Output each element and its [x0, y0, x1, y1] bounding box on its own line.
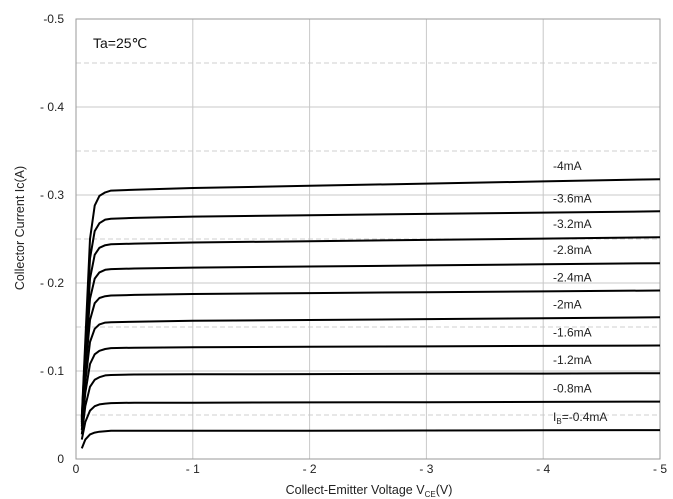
x-tick-label-2: - 2 — [303, 462, 317, 476]
x-axis-title-unit: (V) — [436, 483, 453, 497]
y-tick-label-3: - 0.3 — [40, 188, 64, 202]
curve-label-2: -1.2mA — [553, 353, 592, 367]
curve-2 — [80, 372, 661, 435]
curve-3 — [80, 344, 661, 431]
curve-label-1: -0.8mA — [553, 382, 592, 396]
curve-6 — [80, 262, 661, 423]
curve-label-3: -1.6mA — [553, 325, 592, 339]
x-tick-label-5: - 5 — [653, 462, 667, 476]
curve-label-6: -2.8mA — [553, 243, 592, 257]
curve-0 — [80, 429, 661, 449]
curve-label-5: -2.4mA — [553, 270, 592, 284]
x-tick-label-0: 0 — [73, 462, 80, 476]
y-tick-label-0: 0 — [57, 452, 64, 466]
curve-label-8: -3.6mA — [553, 191, 592, 205]
x-axis-title-subscript: CE — [425, 490, 436, 499]
temperature-annotation: Ta=25℃ — [93, 35, 147, 51]
curve-label-4: -2mA — [553, 297, 582, 311]
x-tick-label-4: - 4 — [536, 462, 550, 476]
y-axis-ticks: 0 - 0.1 - 0.2 - 0.3 - 0.4 -0.5 — [40, 12, 64, 466]
curve-label-9: -4mA — [553, 159, 582, 173]
y-axis-title: Collector Current Ic(A) — [13, 166, 27, 290]
curve-label-0: IB=-0.4mA — [553, 410, 607, 426]
x-axis-title-main: Collect-Emitter Voltage V — [286, 483, 426, 497]
curve-5 — [80, 289, 661, 424]
curve-9 — [80, 178, 661, 417]
y-tick-label-4: - 0.4 — [40, 100, 64, 114]
curve-7 — [80, 236, 661, 421]
x-axis-ticks: 0 - 1 - 2 - 3 - 4 - 5 — [73, 462, 668, 476]
x-axis-title: Collect-Emitter Voltage VCE(V) — [286, 483, 453, 499]
y-tick-label-5: -0.5 — [43, 12, 64, 26]
characteristic-curves — [80, 178, 661, 449]
curve-labels: IB=-0.4mA -0.8mA -1.2mA -1.6mA -2mA -2.4mA -2.… — [553, 159, 607, 426]
x-tick-label-3: - 3 — [419, 462, 433, 476]
curve-label-7: -3.2mA — [553, 217, 592, 231]
x-tick-label-1: - 1 — [186, 462, 200, 476]
minor-gridlines — [76, 62, 660, 416]
plot-area-frame — [75, 18, 661, 460]
y-tick-label-2: - 0.2 — [40, 276, 64, 290]
curve-4 — [80, 316, 661, 427]
curve-1 — [80, 400, 661, 440]
y-tick-label-1: - 0.1 — [40, 364, 64, 378]
